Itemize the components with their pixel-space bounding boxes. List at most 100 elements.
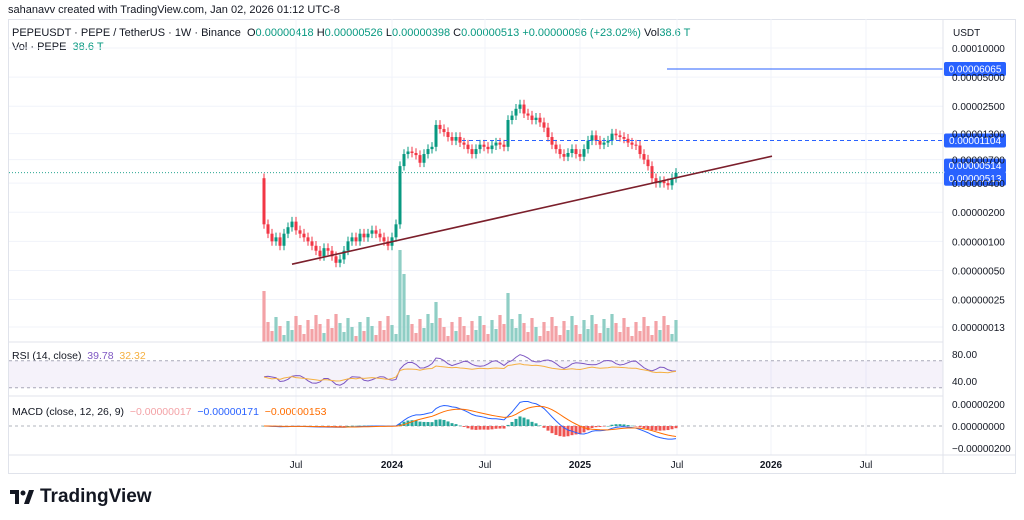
volume-bar	[398, 250, 402, 342]
volume-bar	[338, 323, 342, 342]
volume-bar	[318, 324, 322, 342]
candle-body	[350, 237, 354, 242]
low-label: L	[385, 27, 392, 39]
candle-body	[478, 144, 482, 150]
chart-canvas[interactable]: 0.00006065 0.00001104 0.00000514 0.00000513…	[0, 0, 1024, 480]
low-value: 0.00000398	[391, 27, 451, 39]
volume-bar	[538, 336, 542, 342]
volume-series-label[interactable]: Vol · PEPE	[12, 41, 67, 53]
candle-body	[674, 172, 678, 179]
volume-bar	[534, 327, 538, 342]
macd-hist-bar	[346, 425, 350, 427]
price-tick-label: 0.00002500	[952, 102, 1005, 113]
symbol-label[interactable]: PEPEUSDT · PEPE / TetherUS · 1W · Binanc…	[12, 27, 241, 39]
volume-bar	[670, 334, 674, 342]
candle-body	[538, 117, 542, 123]
macd-hist-bar	[534, 423, 538, 426]
volume-bar	[598, 333, 602, 342]
volume-bar	[434, 302, 438, 342]
candle-body	[554, 144, 558, 150]
tradingview-logo: TradingView	[10, 486, 152, 508]
candle-body	[518, 104, 522, 109]
candle-body	[630, 142, 634, 145]
candle-body	[354, 237, 358, 242]
macd-hist-bar	[482, 426, 486, 430]
macd-hist-bar	[510, 421, 514, 426]
volume-bar	[606, 328, 610, 342]
candle-body	[434, 124, 438, 147]
volume-bar	[402, 274, 406, 342]
volume-bar	[350, 327, 354, 342]
volume-bar	[358, 322, 362, 342]
candle-body	[378, 233, 382, 238]
ohlc-legend: PEPEUSDT · PEPE / TetherUS · 1W · Binanc…	[12, 27, 690, 39]
candle-body	[318, 250, 322, 257]
candle-body	[394, 224, 398, 238]
macd-hist-bar	[410, 420, 414, 426]
macd-hist-bar	[514, 418, 518, 426]
candle-body	[342, 250, 346, 260]
macd-hist-bar	[594, 426, 598, 428]
rsi-tick-label: 40.00	[952, 377, 977, 388]
macd-hist-bar	[642, 426, 646, 429]
volume-series-value: 38.6 T	[72, 41, 104, 53]
rsi-tick-label: 80.00	[952, 350, 977, 361]
volume-bar	[638, 331, 642, 342]
candle-body	[346, 241, 350, 251]
candle-body	[454, 137, 458, 141]
volume-bar	[446, 336, 450, 342]
candle-body	[562, 154, 566, 157]
candle-body	[358, 233, 362, 242]
macd-hist-bar	[626, 425, 630, 426]
volume-bar	[306, 320, 310, 342]
macd-hist-bar	[342, 426, 346, 427]
volume-bar	[514, 328, 518, 342]
candle-body	[422, 154, 426, 163]
macd-hist-bar	[422, 421, 426, 426]
macd-line-value: −0.00000171	[197, 406, 259, 418]
candle-body	[486, 146, 490, 150]
volume-bar	[382, 330, 386, 342]
volume-bar	[354, 336, 358, 342]
macd-hist-bar	[470, 426, 474, 430]
volume-bar	[294, 316, 298, 342]
candle-body	[490, 145, 494, 150]
macd-hist-bar	[330, 426, 334, 427]
price-label-text: 0.00001104	[949, 136, 1002, 147]
volume-bar	[486, 334, 490, 342]
candle-body	[306, 237, 310, 242]
macd-hist-bar	[426, 422, 430, 426]
macd-line	[263, 400, 677, 440]
volume-bar	[366, 317, 370, 342]
candle-body	[522, 104, 526, 114]
macd-hist-bar	[622, 424, 626, 426]
rsi-label[interactable]: RSI (14, close)	[12, 350, 82, 362]
macd-hist-bar	[430, 422, 434, 426]
candle-body	[450, 137, 454, 141]
candle-body	[506, 119, 510, 147]
macd-hist-bar	[466, 426, 470, 429]
price-tick-label: 0.00000013	[952, 323, 1005, 334]
candle-body	[458, 137, 462, 143]
candle-body	[290, 221, 294, 228]
macd-hist-bar	[586, 426, 590, 431]
price-tick-label: 0.00005000	[952, 73, 1005, 84]
rsi-ma-line	[263, 363, 677, 382]
macd-label[interactable]: MACD (close, 12, 26, 9)	[12, 406, 125, 418]
macd-legend: MACD (close, 12, 26, 9) −0.00000017 −0.0…	[12, 406, 326, 418]
macd-signal-line	[263, 405, 677, 437]
volume-bar	[414, 333, 418, 342]
volume-bar	[594, 324, 598, 342]
volume-bar	[554, 326, 558, 342]
macd-hist-bar	[334, 426, 338, 427]
candle-body	[610, 133, 614, 141]
volume-bar	[582, 320, 586, 342]
candle-body	[598, 140, 602, 145]
volume-bar	[558, 335, 562, 342]
macd-hist-bar	[658, 426, 662, 431]
macd-hist-bar	[538, 425, 542, 426]
macd-tick-label: 0.00000000	[952, 422, 1005, 433]
vol-label: Vol	[644, 27, 660, 39]
volume-bar	[674, 320, 678, 342]
time-tick-label: Jul	[290, 460, 303, 471]
